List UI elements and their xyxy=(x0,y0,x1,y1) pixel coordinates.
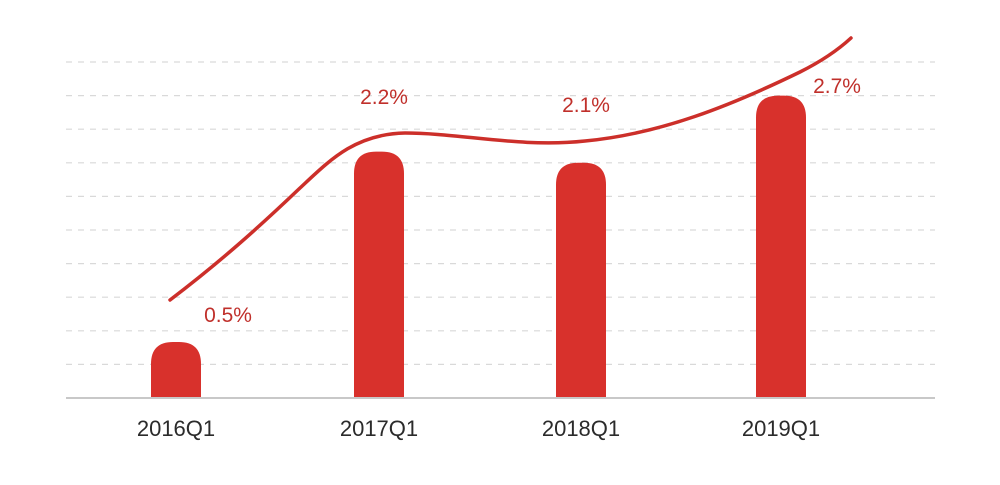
tick-label-2018q1: 2018Q1 xyxy=(542,416,620,441)
tick-label-2016q1: 2016Q1 xyxy=(137,416,215,441)
trend-line xyxy=(168,36,853,302)
tick-label-2019q1: 2019Q1 xyxy=(742,416,820,441)
data-labels: 0.5% 2.2% 2.1% 2.7% xyxy=(204,75,861,327)
data-label-2019q1: 2.7% xyxy=(813,75,861,98)
bars xyxy=(151,95,806,398)
data-label-2017q1: 2.2% xyxy=(360,86,408,109)
gridlines xyxy=(66,61,935,365)
bar-2018q1 xyxy=(556,162,606,398)
data-label-2018q1: 2.1% xyxy=(562,94,610,117)
tick-label-2017q1: 2017Q1 xyxy=(340,416,418,441)
data-label-2016q1: 0.5% xyxy=(204,304,252,327)
bar-2019q1 xyxy=(756,95,806,398)
bar-2016q1 xyxy=(151,342,201,398)
bar-2017q1 xyxy=(354,151,404,398)
x-axis-ticks: 2016Q1 2017Q1 2018Q1 2019Q1 xyxy=(137,416,820,441)
